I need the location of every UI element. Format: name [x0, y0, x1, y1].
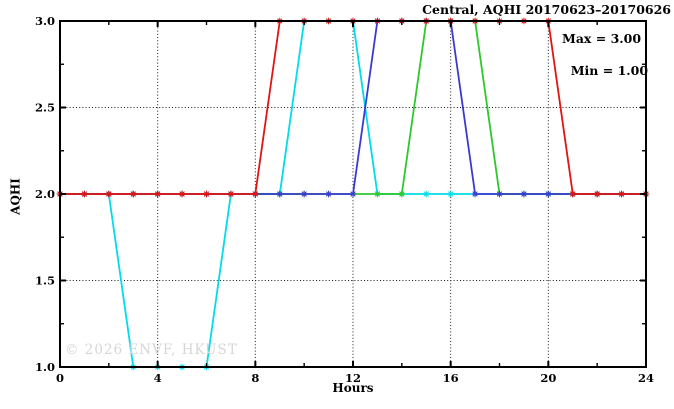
x-tick-label: 24	[638, 371, 654, 385]
min-annotation: Min = 1.00	[570, 63, 649, 78]
x-tick-label: 20	[540, 371, 556, 385]
x-tick-label: 8	[251, 371, 259, 385]
y-tick-label: 1.0	[35, 360, 55, 374]
y-tick-label: 1.5	[35, 274, 55, 288]
y-tick-label: 2.5	[35, 101, 55, 115]
x-tick-label: 0	[56, 371, 64, 385]
series-group	[56, 17, 650, 371]
y-tick-label: 2.0	[35, 187, 55, 201]
watermark: © 2026 ENVF, HKUST	[65, 342, 238, 358]
max-annotation: Max = 3.00	[562, 31, 642, 46]
y-axis-label: AQHI	[8, 178, 23, 215]
max-min-annotation: Max = 3.00 Min = 1.00	[562, 31, 648, 79]
x-axis-label: Hours	[332, 381, 374, 395]
y-tick-label: 3.0	[35, 14, 55, 28]
chart-title: Central, AQHI 20170623–20170626	[422, 2, 671, 17]
x-tick-label: 16	[443, 371, 459, 385]
x-tick-label: 12	[345, 371, 361, 385]
x-tick-label: 4	[154, 371, 162, 385]
